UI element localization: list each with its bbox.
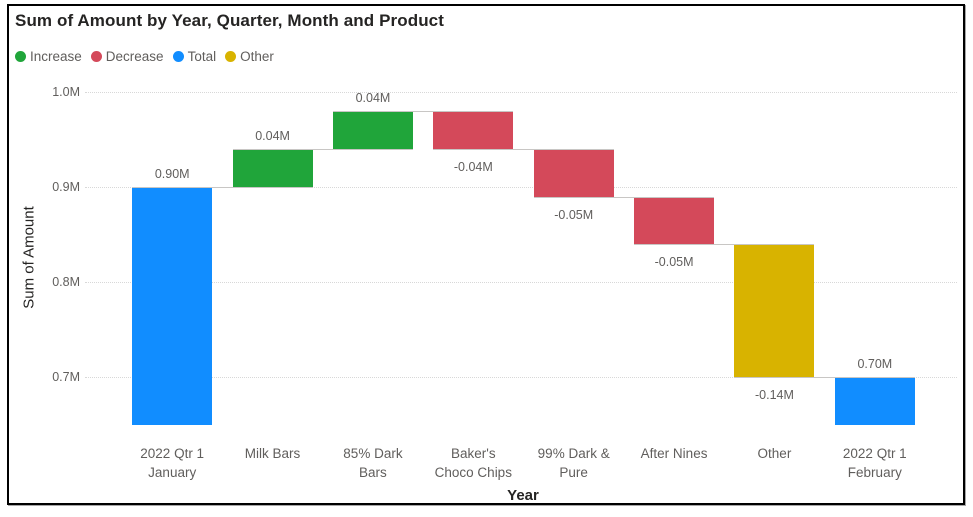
- waterfall-connector: [132, 187, 313, 189]
- legend-label: Total: [187, 49, 217, 64]
- category-label: After Nines: [640, 446, 708, 461]
- y-tick-label: 0.8M: [52, 274, 80, 289]
- x-axis-title: Year: [507, 487, 539, 504]
- bar-other[interactable]: [734, 244, 815, 378]
- gridline-0.8M: [85, 281, 957, 283]
- bar-2022qtr1-february[interactable]: [834, 377, 915, 425]
- waterfall-connector: [734, 377, 915, 379]
- category-label: 99% Dark & Pure: [537, 446, 610, 480]
- legend-item-total[interactable]: Total: [172, 49, 217, 64]
- y-tick-label: 1.0M: [52, 84, 80, 99]
- waterfall-connector: [533, 196, 715, 198]
- legend-increase-dot-icon: [15, 51, 26, 62]
- bar-value-label: 0.90M: [154, 167, 190, 182]
- legend: Increase Decrease Total Other: [15, 49, 274, 64]
- y-tick-label: 0.7M: [52, 369, 80, 384]
- bar-value-label: 0.04M: [255, 129, 290, 144]
- category-label: Baker's Choco Chips: [434, 446, 512, 480]
- category-label: 2022 Qtr 1 February: [842, 446, 907, 480]
- category-label: 85% Dark Bars: [343, 446, 403, 480]
- bar-value-label: 0.70M: [857, 357, 893, 372]
- category-label: Milk Bars: [244, 446, 301, 461]
- waterfall-connector: [332, 111, 514, 113]
- waterfall-connector: [634, 244, 815, 246]
- legend-item-other[interactable]: Other: [225, 49, 274, 64]
- waterfall-connector: [433, 149, 614, 151]
- bar-bakers-chocochips[interactable]: [433, 111, 514, 150]
- gridline-1.0M: [85, 91, 957, 93]
- gridline-0.7M: [85, 376, 957, 378]
- legend-label: Decrease: [105, 49, 164, 64]
- bar-value-label: -0.14M: [754, 388, 794, 403]
- bar-2022qtr1-january[interactable]: [132, 187, 213, 425]
- bar-value-label: -0.04M: [453, 160, 493, 175]
- bar-value-label: 0.04M: [355, 91, 391, 106]
- legend-label: Other: [240, 49, 274, 64]
- bar-85dark-bars[interactable]: [332, 111, 413, 150]
- legend-other-dot-icon: [225, 51, 237, 62]
- category-label: 2022 Qtr 1 January: [140, 446, 205, 480]
- bar-milkbars[interactable]: [232, 149, 313, 188]
- legend-label: Increase: [30, 49, 82, 64]
- bar-afternines[interactable]: [634, 196, 715, 245]
- legend-decrease-dot-icon: [90, 51, 102, 62]
- legend-item-decrease[interactable]: Decrease: [90, 49, 164, 64]
- gridline-0.9M: [85, 186, 957, 188]
- waterfall-connector: [232, 149, 413, 151]
- bar-value-label: -0.05M: [554, 207, 594, 222]
- legend-total-dot-icon: [172, 51, 184, 62]
- chart-title: Sum of Amount by Year, Quarter, Month an…: [15, 11, 445, 30]
- bar-value-label: -0.05M: [654, 255, 694, 270]
- bar-99dark-pure[interactable]: [533, 149, 614, 197]
- legend-item-increase[interactable]: Increase: [15, 49, 82, 64]
- category-label: Other: [757, 446, 792, 461]
- y-tick-label: 0.9M: [52, 179, 80, 194]
